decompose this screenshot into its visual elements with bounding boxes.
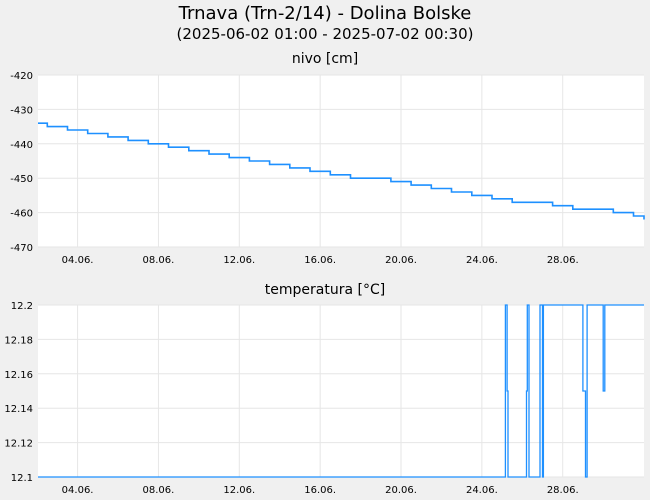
x-tick-label: 28.06. <box>547 485 579 496</box>
x-tick-label: 08.06. <box>143 485 175 496</box>
panel-title-temperatura: temperatura [°C] <box>264 282 386 298</box>
panel-title-nivo: nivo [cm] <box>291 51 359 67</box>
x-tick-label: 20.06. <box>385 485 417 496</box>
y-tick-label: -460 <box>10 209 33 220</box>
y-tick-label: 12.12 <box>4 439 33 450</box>
plot-area-0 <box>38 75 644 247</box>
x-tick-label: 16.06. <box>304 255 336 266</box>
x-tick-label: 24.06. <box>466 485 498 496</box>
chart-subtitle: (2025-06-02 01:00 - 2025-07-02 00:30) <box>176 25 474 43</box>
x-tick-label: 12.06. <box>223 485 255 496</box>
x-tick-label: 24.06. <box>466 255 498 266</box>
y-tick-label: 12.2 <box>11 301 33 312</box>
x-tick-label: 08.06. <box>143 255 175 266</box>
chart-title: Trnava (Trn-2/14) - Dolina Bolske <box>178 3 472 24</box>
plot-area-1 <box>38 305 644 477</box>
x-tick-label: 12.06. <box>223 255 255 266</box>
x-tick-label: 04.06. <box>62 485 94 496</box>
y-tick-label: -430 <box>10 105 33 116</box>
y-tick-label: -440 <box>10 140 33 151</box>
y-tick-label: 12.16 <box>4 370 33 381</box>
series-line-0-0 <box>38 122 645 220</box>
y-tick-label: 12.1 <box>11 473 33 484</box>
x-tick-label: 28.06. <box>547 255 579 266</box>
x-tick-label: 16.06. <box>304 485 336 496</box>
y-tick-label: 12.14 <box>4 404 33 415</box>
y-tick-label: -470 <box>10 243 33 254</box>
x-tick-label: 20.06. <box>385 255 417 266</box>
series-line-1-0 <box>38 304 644 478</box>
x-tick-label: 04.06. <box>62 255 94 266</box>
y-tick-label: 12.18 <box>4 335 33 346</box>
y-tick-label: -420 <box>10 71 33 82</box>
y-tick-label: -450 <box>10 174 33 185</box>
